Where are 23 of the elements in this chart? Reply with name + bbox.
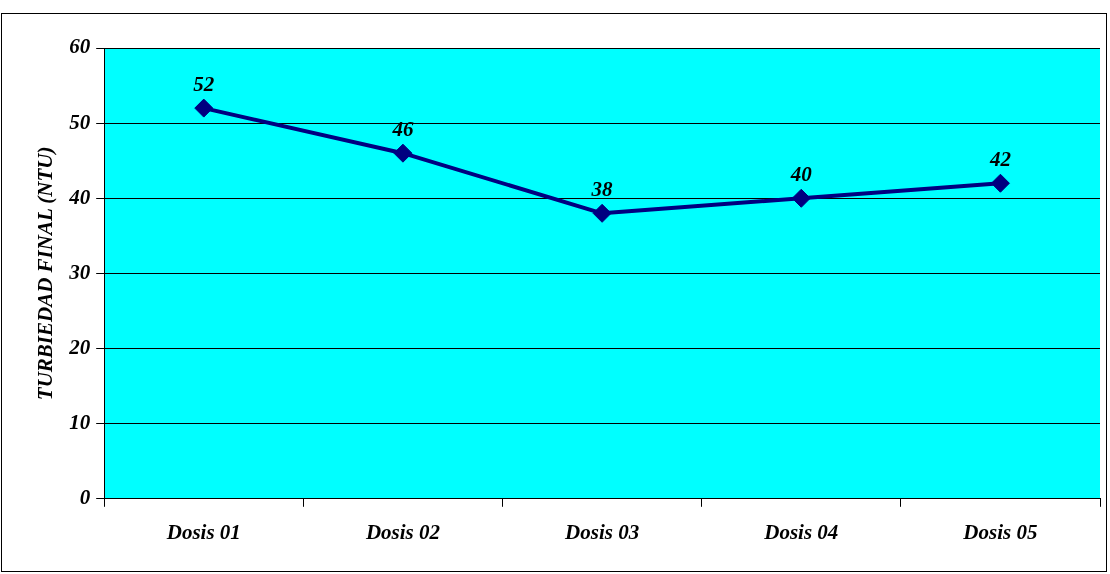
x-tick-label: Dosis 02 [364, 519, 441, 544]
point [990, 173, 1010, 193]
x-tick-label: Dosis 04 [763, 519, 839, 544]
x-tick-label: Dosis 03 [564, 519, 640, 544]
x-tick-label: Dosis 05 [962, 519, 1038, 544]
data-label: 42 [988, 147, 1012, 172]
point [791, 188, 811, 208]
y-tick-label: 50 [69, 109, 91, 134]
point [393, 143, 413, 163]
data-label: 40 [789, 162, 813, 187]
y-tick-label: 40 [68, 184, 91, 209]
data-label: 52 [193, 72, 215, 97]
x-tick-label: Dosis 01 [165, 519, 241, 544]
y-tick-label: 10 [69, 410, 91, 435]
y-tick-label: 20 [68, 334, 91, 359]
y-tick-label: 30 [68, 259, 91, 284]
data-label: 38 [590, 177, 614, 202]
y-tick-label: 0 [79, 485, 91, 510]
y-tick-label: 60 [69, 34, 91, 59]
point [194, 98, 214, 118]
point [592, 203, 612, 223]
data-label: 46 [391, 117, 414, 142]
y-axis-title: TURBIEDAD FINAL (NTU) [33, 146, 58, 401]
